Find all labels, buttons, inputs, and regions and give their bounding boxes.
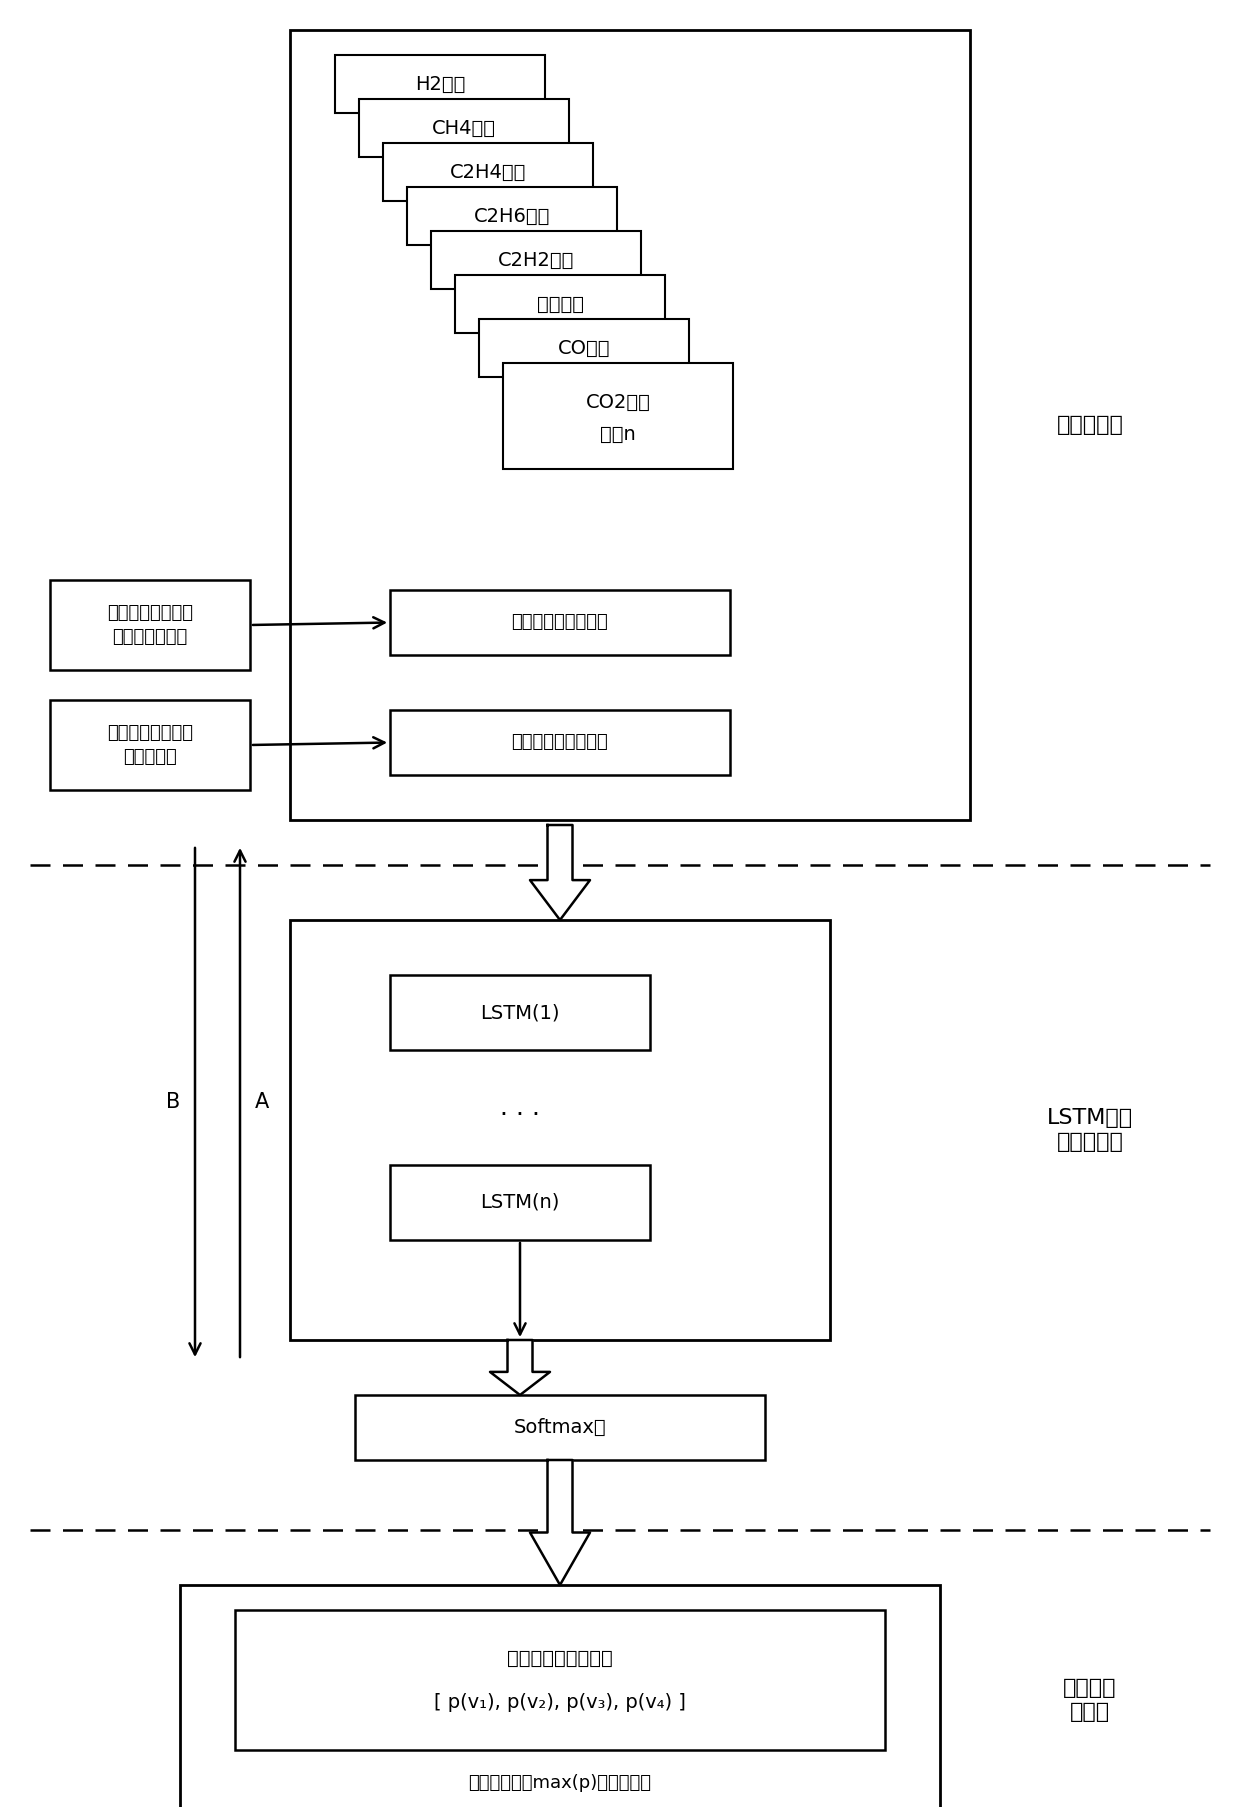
Text: 长度n: 长度n <box>600 425 636 443</box>
Text: A: A <box>255 1093 269 1113</box>
Text: CO序列: CO序列 <box>558 338 610 358</box>
Bar <box>355 1395 765 1460</box>
Bar <box>236 1610 885 1749</box>
Text: LSTM(1): LSTM(1) <box>480 1003 559 1023</box>
Bar <box>290 31 970 820</box>
Bar <box>335 54 546 114</box>
Text: 技术指标状态隶属度: 技术指标状态隶属度 <box>512 734 609 752</box>
Bar <box>455 275 665 332</box>
Bar <box>503 363 733 470</box>
Text: 变压器状态信度区间: 变压器状态信度区间 <box>507 1648 613 1668</box>
Polygon shape <box>490 1341 551 1395</box>
Bar <box>383 143 593 201</box>
Text: 状态隶属度计算: 状态隶属度计算 <box>113 629 187 645</box>
Text: 变压器状态为max(p)对应的状态: 变压器状态为max(p)对应的状态 <box>469 1774 651 1793</box>
Text: LSTM(n): LSTM(n) <box>480 1193 559 1212</box>
Text: · · ·: · · · <box>500 1102 539 1128</box>
Bar <box>391 976 650 1050</box>
Text: LSTM模型
特征提取层: LSTM模型 特征提取层 <box>1047 1108 1133 1151</box>
Text: C2H4序列: C2H4序列 <box>450 163 526 181</box>
Text: CH4序列: CH4序列 <box>432 119 496 137</box>
Bar <box>290 920 830 1341</box>
Bar <box>407 186 618 246</box>
Text: [ p(v₁), p(v₂), p(v₃), p(v₄) ]: [ p(v₁), p(v₂), p(v₃), p(v₄) ] <box>434 1693 686 1711</box>
Text: Softmax层: Softmax层 <box>513 1418 606 1437</box>
Bar <box>360 99 569 157</box>
Bar <box>50 699 250 790</box>
Text: 小检指标状态隶属度: 小检指标状态隶属度 <box>512 614 609 631</box>
Text: 隶属度计算: 隶属度计算 <box>123 748 177 766</box>
Text: 预测决策
依据层: 预测决策 依据层 <box>1063 1679 1117 1722</box>
Bar <box>180 1585 940 1807</box>
Text: 运行巡检关键参数: 运行巡检关键参数 <box>107 604 193 622</box>
Bar <box>432 231 641 289</box>
Polygon shape <box>529 826 590 920</box>
Text: H2序列: H2序列 <box>415 74 465 94</box>
Bar <box>391 591 730 654</box>
Text: B: B <box>166 1093 180 1113</box>
Text: 总烃序列: 总烃序列 <box>537 295 584 313</box>
Polygon shape <box>529 1460 590 1585</box>
Text: C2H2序列: C2H2序列 <box>497 251 574 269</box>
Bar <box>50 580 250 670</box>
Bar <box>391 1166 650 1240</box>
Text: CO2序列: CO2序列 <box>585 392 651 412</box>
Text: C2H6序列: C2H6序列 <box>474 206 551 226</box>
Text: 技术指标参数状态: 技术指标参数状态 <box>107 725 193 743</box>
Text: 多源输入层: 多源输入层 <box>1056 416 1123 435</box>
Bar <box>391 710 730 775</box>
Bar <box>479 320 689 378</box>
